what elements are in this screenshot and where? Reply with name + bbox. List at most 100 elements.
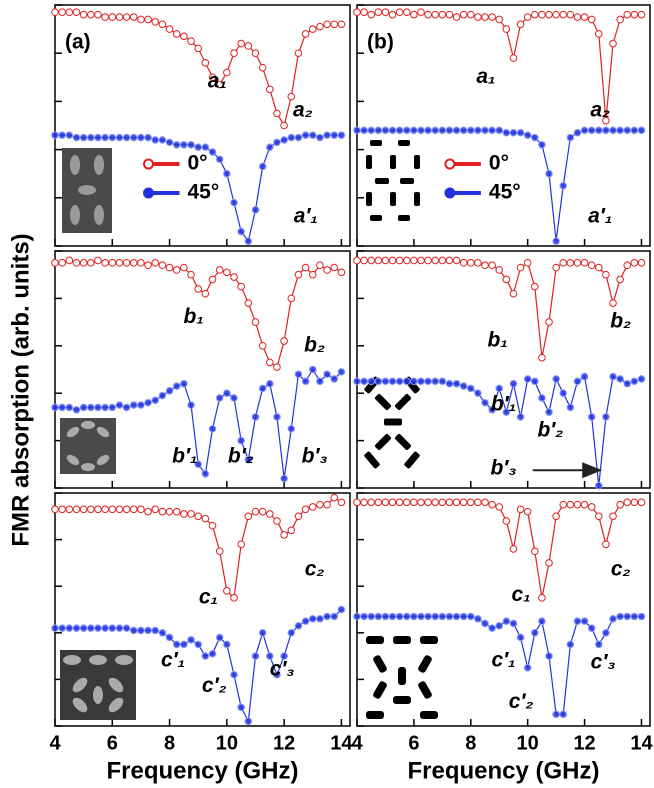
data-point: [331, 132, 338, 139]
data-point: [309, 26, 316, 33]
data-point: [224, 170, 231, 177]
data-point: [195, 286, 202, 293]
data-point: [66, 132, 73, 139]
x-tick-label: 6: [107, 732, 118, 754]
data-point: [382, 499, 389, 506]
data-point: [610, 616, 617, 623]
data-point: [138, 134, 145, 141]
data-point: [396, 257, 403, 264]
data-point: [574, 14, 581, 21]
data-point: [338, 132, 345, 139]
data-point: [159, 508, 166, 515]
data-point: [109, 404, 116, 411]
data-point: [259, 343, 266, 350]
x-axis-label: Frequency (GHz): [407, 757, 599, 784]
data-point: [252, 414, 259, 421]
data-point: [638, 613, 645, 620]
data-point: [181, 641, 188, 648]
data-point: [324, 371, 331, 378]
data-point: [130, 260, 137, 267]
data-point: [166, 26, 173, 33]
data-point: [259, 630, 266, 637]
data-point: [439, 613, 446, 620]
data-point: [368, 499, 375, 506]
data-point: [188, 38, 195, 45]
data-point: [460, 499, 467, 506]
data-point: [80, 134, 87, 141]
data-point: [73, 625, 80, 632]
data-point: [382, 613, 389, 620]
data-point: [338, 499, 345, 506]
annotation: b₁: [488, 329, 508, 352]
data-point: [595, 482, 602, 489]
data-point: [209, 149, 216, 156]
data-point: [88, 260, 95, 267]
inset-shape: [398, 215, 410, 221]
annotation: b₂: [304, 333, 325, 356]
data-point: [574, 501, 581, 508]
data-point: [595, 641, 602, 648]
inset-dot: [63, 655, 81, 665]
inset-shape: [366, 155, 372, 169]
data-point: [553, 711, 560, 718]
data-point: [181, 380, 188, 387]
data-point: [595, 127, 602, 134]
data-point: [66, 257, 73, 264]
data-point: [116, 506, 123, 513]
data-point: [546, 319, 553, 326]
data-point: [252, 508, 259, 515]
annotation: a₂: [293, 99, 313, 122]
data-point: [238, 40, 245, 47]
data-point: [567, 134, 574, 141]
data-point: [638, 127, 645, 134]
data-point: [102, 506, 109, 513]
data-point: [231, 274, 238, 281]
annotation: c₂: [305, 557, 325, 580]
data-point: [302, 506, 309, 513]
data-point: [295, 271, 302, 278]
data-point: [389, 11, 396, 18]
data-point: [446, 127, 453, 134]
data-point: [531, 378, 538, 385]
data-point: [216, 156, 223, 163]
data-point: [581, 618, 588, 625]
data-point: [281, 532, 288, 539]
annotation: a′₁: [588, 205, 612, 228]
data-point: [603, 541, 610, 548]
data-point: [588, 262, 595, 269]
annotation: c′₁: [491, 648, 515, 671]
data-point: [467, 385, 474, 392]
data-point: [152, 19, 159, 26]
inset-shape: [414, 155, 420, 169]
inset-shape: [394, 393, 412, 411]
data-point: [467, 613, 474, 620]
data-point: [116, 402, 123, 409]
data-point: [482, 399, 489, 406]
data-point: [317, 378, 324, 385]
data-point: [382, 257, 389, 264]
data-point: [309, 366, 316, 373]
y-axis-label: FMR absorption (arb. units): [7, 233, 34, 546]
data-point: [95, 11, 102, 18]
data-point: [496, 127, 503, 134]
data-point: [238, 283, 245, 290]
data-point: [567, 11, 574, 18]
data-point: [209, 276, 216, 283]
data-point: [354, 9, 361, 16]
data-point: [489, 501, 496, 508]
data-point: [517, 21, 524, 28]
data-point: [295, 623, 302, 630]
data-point: [80, 506, 87, 513]
data-point: [267, 144, 274, 151]
data-point: [59, 404, 66, 411]
data-point: [510, 380, 517, 387]
data-point: [375, 9, 382, 16]
data-point: [496, 267, 503, 274]
inset-dot: [70, 205, 80, 225]
data-point: [531, 630, 538, 637]
data-point: [574, 260, 581, 267]
x-tick-label: 10: [216, 732, 238, 754]
data-point: [166, 634, 173, 641]
data-point: [510, 129, 517, 136]
data-point: [595, 513, 602, 520]
